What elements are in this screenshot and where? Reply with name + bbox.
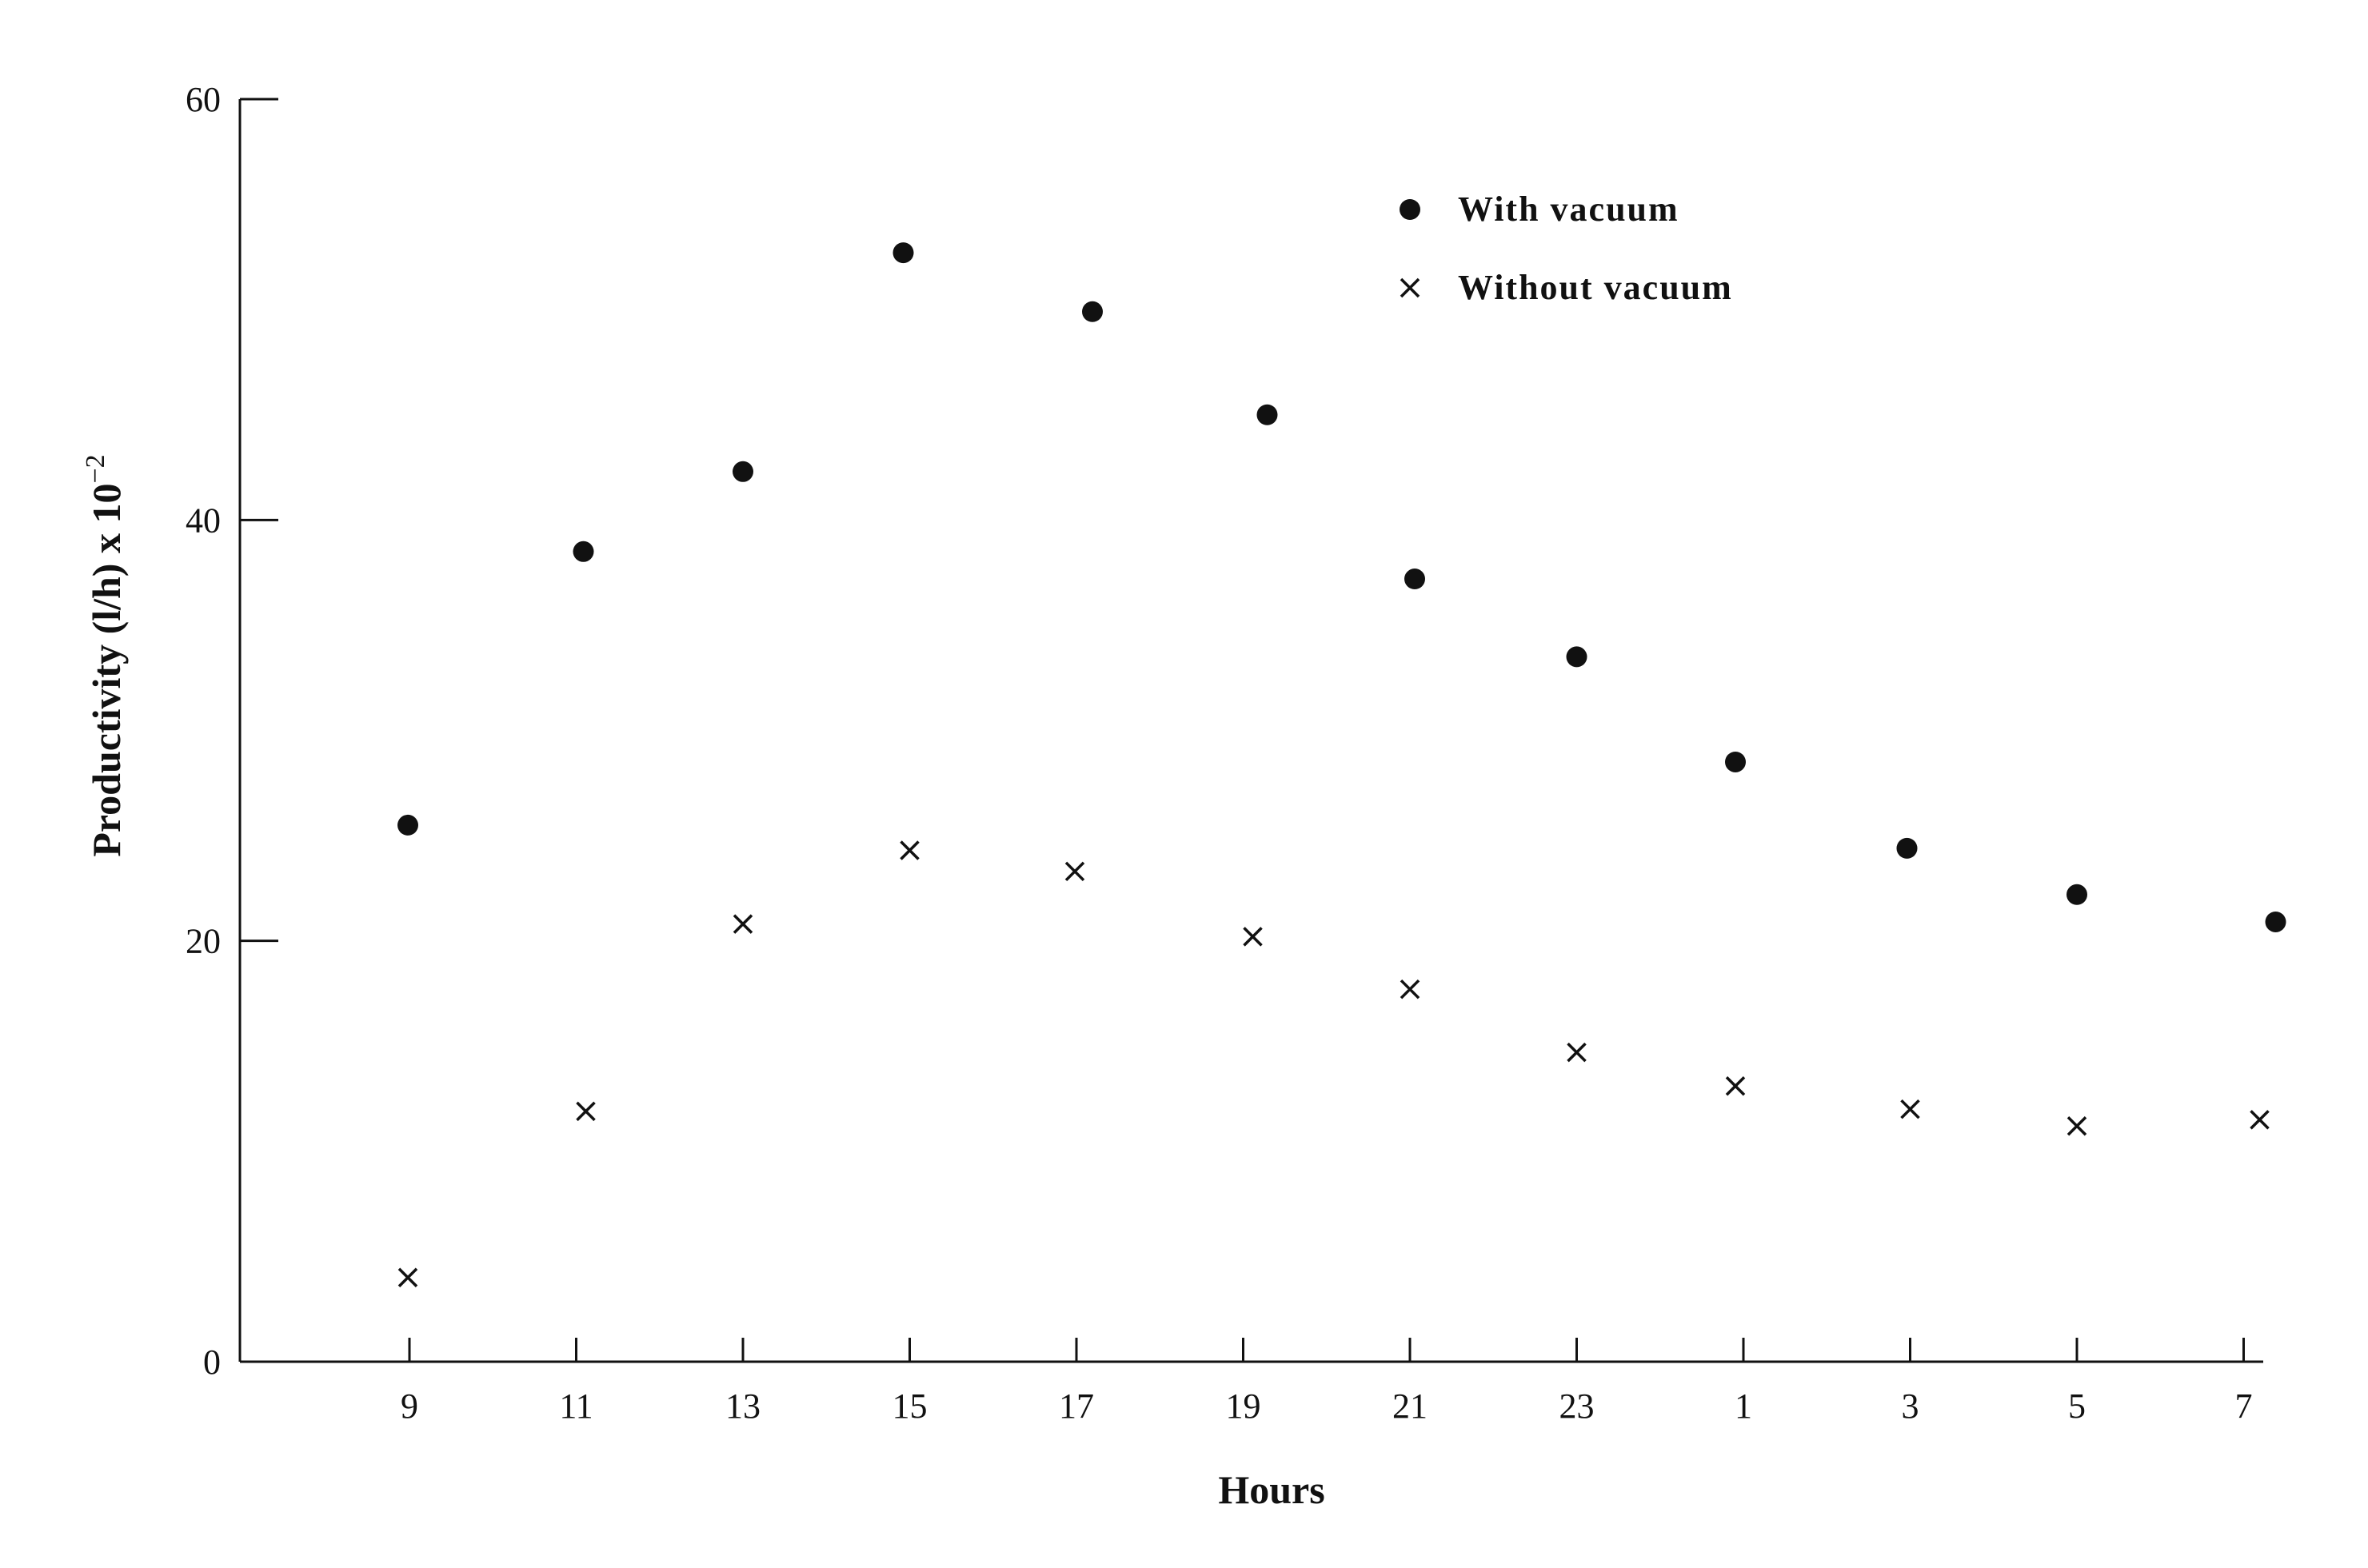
without-vacuum-point xyxy=(1243,927,1263,947)
series-without-vacuum xyxy=(397,840,2270,1287)
x-tick-label: 5 xyxy=(2068,1386,2086,1426)
with-vacuum-point xyxy=(1404,569,1425,590)
without-vacuum-point xyxy=(733,914,753,934)
without-vacuum-point-stroke xyxy=(1064,861,1085,882)
y-ticks-group: 0 20 40 60 xyxy=(186,80,278,1382)
without-vacuum-point xyxy=(1567,1042,1587,1063)
x-tick-label: 7 xyxy=(2235,1386,2253,1426)
x-tick-label: 19 xyxy=(1226,1386,1261,1426)
x-tick-label: 15 xyxy=(892,1386,928,1426)
x-tick-label: 11 xyxy=(559,1386,593,1426)
without-vacuum-point xyxy=(1900,1099,1920,1119)
without-vacuum-point xyxy=(1064,861,1085,882)
with-vacuum-point xyxy=(2265,911,2286,932)
with-vacuum-point xyxy=(1256,404,1278,425)
y-axis-title: Productivity (l/h) x 10−2 xyxy=(81,454,129,856)
legend-label: Without vacuum xyxy=(1458,268,1733,307)
with-vacuum-point xyxy=(892,242,914,264)
without-vacuum-point-stroke xyxy=(2067,1116,2087,1136)
without-vacuum-point-stroke xyxy=(2250,1110,2270,1130)
x-tick-label: 23 xyxy=(1559,1386,1595,1426)
without-vacuum-point-stroke xyxy=(1725,1076,1746,1096)
y-tick-label: 20 xyxy=(186,922,221,961)
y-tick-label: 40 xyxy=(186,501,221,540)
legend-label: With vacuum xyxy=(1458,190,1679,229)
x-tick-label: 21 xyxy=(1392,1386,1428,1426)
x-tick-label: 1 xyxy=(1735,1386,1752,1426)
without-vacuum-point-stroke xyxy=(1400,979,1420,999)
y-axis-title-exponent: −2 xyxy=(81,454,110,483)
legend-marker xyxy=(1400,199,1420,220)
without-vacuum-point xyxy=(397,1267,418,1287)
with-vacuum-point xyxy=(573,541,594,562)
without-vacuum-point xyxy=(576,1101,596,1122)
without-vacuum-point xyxy=(1725,1076,1746,1096)
without-vacuum-point-stroke xyxy=(1567,1042,1587,1063)
with-vacuum-point xyxy=(397,814,418,836)
x-axis-title: Hours xyxy=(1218,1467,1324,1512)
without-vacuum-point-stroke xyxy=(900,840,920,860)
y-axis-title-main: Productivity (l/h) x 10 xyxy=(84,484,129,857)
without-vacuum-point xyxy=(1400,979,1420,999)
without-vacuum-point-stroke xyxy=(1900,1099,1920,1119)
without-vacuum-point-stroke xyxy=(733,914,753,934)
x-tick-label: 3 xyxy=(1902,1386,1919,1426)
without-vacuum-point-stroke xyxy=(576,1101,596,1122)
with-vacuum-point xyxy=(733,461,753,482)
without-vacuum-point xyxy=(900,840,920,860)
without-vacuum-point xyxy=(2250,1110,2270,1130)
legend-marker xyxy=(1400,277,1420,298)
legend-marker-stroke xyxy=(1400,277,1420,298)
y-tick-label: 60 xyxy=(186,80,221,119)
with-vacuum-point xyxy=(1725,751,1746,772)
without-vacuum-point-stroke xyxy=(1243,927,1263,947)
x-tick-label: 17 xyxy=(1059,1386,1094,1426)
series-layer xyxy=(397,242,2286,1287)
with-vacuum-point xyxy=(2067,884,2087,905)
with-vacuum-point xyxy=(1566,646,1587,668)
series-with-vacuum xyxy=(397,242,2286,932)
x-tick-label: 13 xyxy=(725,1386,761,1426)
without-vacuum-point-stroke xyxy=(397,1267,418,1287)
x-tick-label: 9 xyxy=(401,1386,418,1426)
without-vacuum-point xyxy=(2067,1116,2087,1136)
legend: With vacuum Without vacuum xyxy=(1400,190,1733,307)
x-ticks-group: 9 11 13 15 17 19 21 23 1 3 5 7 xyxy=(401,1338,2253,1426)
with-vacuum-point xyxy=(1082,301,1103,322)
y-tick-label: 0 xyxy=(203,1343,221,1382)
with-vacuum-point xyxy=(1896,837,1918,859)
